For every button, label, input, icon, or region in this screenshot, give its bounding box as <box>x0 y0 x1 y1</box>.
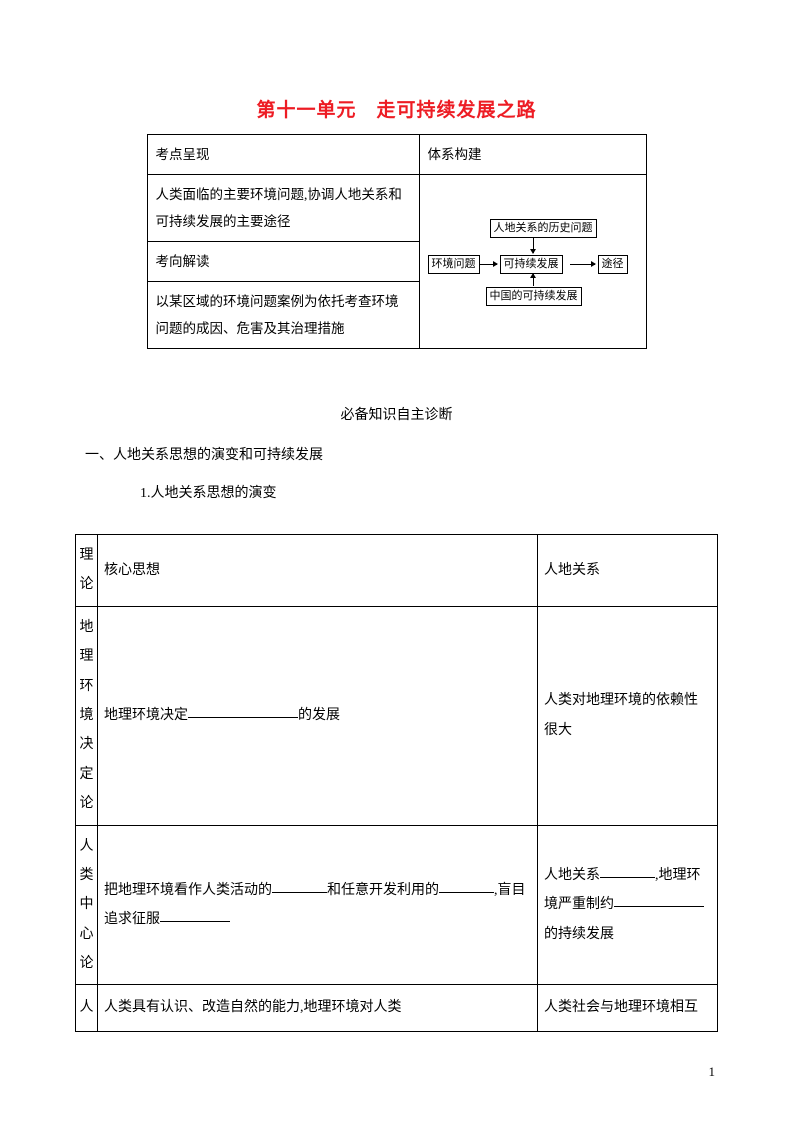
cell-r3-a: 人 <box>76 985 98 1031</box>
arrow-4 <box>533 274 534 286</box>
arrow-1 <box>480 264 497 265</box>
page-number: 1 <box>709 1064 716 1080</box>
diagram-box-right: 途径 <box>598 255 628 274</box>
text: 人地关系 <box>544 868 600 883</box>
cell-kaodian-label: 考点呈现 <box>147 135 419 175</box>
cell-tixi-label: 体系构建 <box>419 135 646 175</box>
text: 的发展 <box>298 708 340 723</box>
cell-header-b: 核心思想 <box>98 535 538 607</box>
blank-fill[interactable] <box>160 908 230 922</box>
arrow-3 <box>533 238 534 253</box>
cell-r2-b: 把地理环境看作人类活动的和任意开发利用的,盲目追求征服 <box>98 825 538 985</box>
cell-header-c: 人地关系 <box>538 535 718 607</box>
diagram-box-top: 人地关系的历史问题 <box>490 219 597 238</box>
cell-r1-a: 地理环境决定论 <box>76 606 98 825</box>
cell-kaodian-content: 人类面临的主要环境问题,协调人地关系和可持续发展的主要途径 <box>147 175 419 242</box>
blank-fill[interactable] <box>188 704 298 718</box>
cell-r1-b: 地理环境决定 的发展 <box>98 606 538 825</box>
cell-r2-a: 人类中心论 <box>76 825 98 985</box>
text: 地理环境决定 <box>104 708 188 723</box>
cell-r2-c: 人地关系,地理环境严重制约的持续发展 <box>538 825 718 985</box>
table-row: 人 人类具有认识、改造自然的能力,地理环境对人类 人类社会与地理环境相互 <box>76 985 718 1031</box>
diagram-box-bottom: 中国的可持续发展 <box>486 287 582 306</box>
cell-r3-c: 人类社会与地理环境相互 <box>538 985 718 1031</box>
blank-fill[interactable] <box>439 879 494 893</box>
table-row: 人类中心论 把地理环境看作人类活动的和任意开发利用的,盲目追求征服 人地关系,地… <box>76 825 718 985</box>
flowchart: 人地关系的历史问题 环境问题 可持续发展 途径 中国的可持续发展 <box>428 217 638 307</box>
cell-diagram: 人地关系的历史问题 环境问题 可持续发展 途径 中国的可持续发展 <box>419 175 646 349</box>
content-table: 理论 核心思想 人地关系 地理环境决定论 地理环境决定 的发展 人类对地理环境的依… <box>75 534 718 1032</box>
cell-kaoxiang-content: 以某区域的环境问题案例为依托考查环境问题的成因、危害及其治理措施 <box>147 282 419 349</box>
blank-fill[interactable] <box>600 864 655 878</box>
cell-r3-b: 人类具有认识、改造自然的能力,地理环境对人类 <box>98 985 538 1031</box>
table-row: 地理环境决定论 地理环境决定 的发展 人类对地理环境的依赖性很大 <box>76 606 718 825</box>
overview-table: 考点呈现 体系构建 人类面临的主要环境问题,协调人地关系和可持续发展的主要途径 … <box>147 134 647 349</box>
blank-fill[interactable] <box>614 893 704 907</box>
cell-r1-c: 人类对地理环境的依赖性很大 <box>538 606 718 825</box>
table-row: 理论 核心思想 人地关系 <box>76 535 718 607</box>
text: 的持续发展 <box>544 927 614 942</box>
cell-header-a: 理论 <box>76 535 98 607</box>
page-title: 第十一单元 走可持续发展之路 <box>75 95 718 122</box>
diagram-box-left: 环境问题 <box>428 255 480 274</box>
text: 和任意开发利用的 <box>327 883 439 898</box>
blank-fill[interactable] <box>272 879 327 893</box>
text: 把地理环境看作人类活动的 <box>104 883 272 898</box>
heading-level-1: 一、人地关系思想的演变和可持续发展 <box>75 444 718 464</box>
section-subtitle: 必备知识自主诊断 <box>75 404 718 424</box>
diagram-box-mid: 可持续发展 <box>500 255 563 274</box>
cell-kaoxiang-label: 考向解读 <box>147 242 419 282</box>
heading-level-2: 1.人地关系思想的演变 <box>75 482 718 502</box>
arrow-2 <box>570 264 595 265</box>
